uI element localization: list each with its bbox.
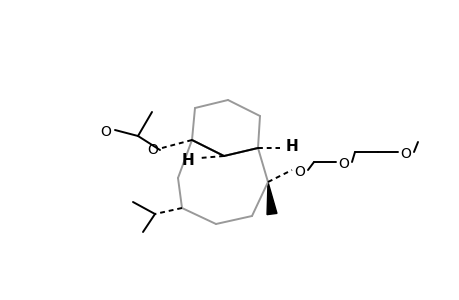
Text: H: H xyxy=(285,139,298,154)
Text: O: O xyxy=(400,147,410,161)
Text: O: O xyxy=(101,125,111,139)
Text: H: H xyxy=(181,152,194,167)
Text: O: O xyxy=(294,165,305,179)
Polygon shape xyxy=(267,182,276,214)
Text: O: O xyxy=(338,157,349,171)
Text: O: O xyxy=(147,143,158,157)
